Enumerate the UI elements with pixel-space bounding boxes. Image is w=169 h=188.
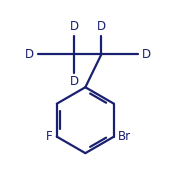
Text: D: D (70, 75, 79, 88)
Text: Br: Br (118, 130, 131, 143)
Text: D: D (142, 48, 151, 61)
Text: D: D (97, 20, 106, 33)
Text: D: D (25, 48, 34, 61)
Text: F: F (46, 130, 53, 143)
Text: D: D (70, 20, 79, 33)
